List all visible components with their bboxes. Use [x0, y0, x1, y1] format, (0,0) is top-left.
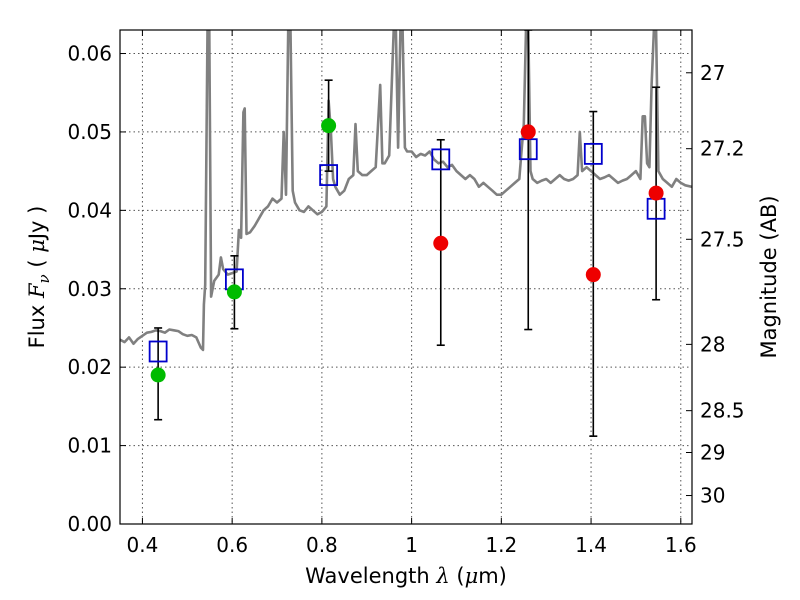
mag-tick-label: 28	[700, 332, 725, 356]
model-photometry-square	[583, 142, 603, 165]
x-tick-label: 0.6	[216, 533, 248, 557]
mag-tick-label: 30	[700, 484, 725, 508]
mag-tick-label: 27	[700, 61, 725, 85]
x-axis-label: Wavelength λ (μm)	[305, 564, 507, 588]
y-axis-label: Flux Fν ( μJy )	[25, 206, 53, 349]
x-tick-label: 1	[405, 533, 418, 557]
y-tick-label: 0.00	[67, 512, 112, 536]
non-detection-point	[648, 185, 664, 201]
x-tick-label: 0.8	[306, 533, 338, 557]
axis-ticks: 0.4 0.6 0.8 1 1.2 1.4 1.6 0.00 0.01 0.02 0.03 0.04 0…	[67, 30, 745, 557]
plot-frame	[119, 29, 693, 525]
model-photometry-square	[148, 340, 168, 363]
detection-point	[150, 367, 166, 383]
detection-point	[226, 284, 242, 300]
model-photometry-square	[319, 164, 339, 186]
y-tick-label: 0.02	[67, 355, 112, 379]
y2-axis-label: Magnitude (AB)	[757, 195, 781, 358]
mag-tick-label: 28.5	[700, 399, 745, 423]
x-tick-label: 1.6	[665, 533, 697, 557]
y-tick-label: 0.04	[67, 198, 112, 222]
y-tick-label: 0.03	[67, 277, 112, 301]
x-tick-label: 0.4	[127, 533, 159, 557]
model-photometry-square	[431, 148, 451, 171]
mag-tick-label: 29	[700, 440, 725, 464]
non-detection-point	[585, 267, 601, 283]
plot-data	[120, 30, 692, 437]
y-tick-label: 0.06	[67, 42, 112, 66]
mag-tick-label: 27.2	[700, 137, 745, 161]
non-detection-point	[520, 124, 536, 140]
x-tick-label: 1.2	[485, 533, 517, 557]
y-tick-label: 0.05	[67, 120, 112, 144]
detection-point	[321, 118, 337, 134]
y-tick-label: 0.01	[67, 434, 112, 458]
x-tick-label: 1.4	[575, 533, 607, 557]
mag-tick-label: 27.5	[700, 227, 745, 251]
non-detection-point	[433, 235, 449, 251]
